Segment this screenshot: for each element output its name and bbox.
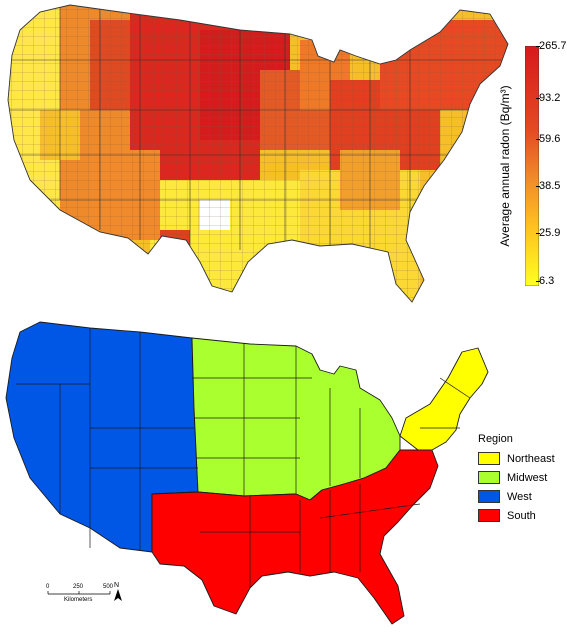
legend-item-northeast: Northeast — [478, 449, 555, 468]
legend-swatch — [478, 471, 500, 484]
scale-unit: Kilometers — [64, 597, 93, 603]
legend-label: West — [507, 490, 532, 503]
legend-label: Midwest — [507, 471, 548, 484]
colorbar-tick-3: 59.6 — [535, 133, 561, 145]
legend-label: Northeast — [507, 452, 555, 465]
legend-label: South — [507, 509, 536, 522]
legend-swatch — [478, 490, 500, 503]
region-legend: Region Northeast Midwest West South — [478, 433, 555, 525]
radon-colorbar — [525, 46, 539, 286]
colorbar-tick-2: 93.2 — [535, 92, 561, 104]
colorbar-tick-4: 38.5 — [535, 180, 561, 192]
scale-tick-500: 500 — [103, 584, 114, 590]
legend-swatch — [478, 452, 500, 465]
scale-tick-0: 0 — [46, 584, 50, 590]
colorbar-tick-6: 6.3 — [535, 275, 555, 287]
colorbar-tick-5: 25.9 — [535, 227, 561, 239]
region-south — [151, 449, 439, 625]
census-region-map — [5, 321, 489, 625]
legend-swatch — [478, 509, 500, 522]
legend-item-west: West — [478, 487, 555, 506]
north-arrow-icon — [114, 589, 122, 601]
north-arrow: N — [114, 582, 122, 601]
scale-tick-250: 250 — [73, 584, 84, 590]
north-label: N — [114, 582, 120, 589]
radon-county-map — [7, 4, 509, 303]
scale-bar-graphic — [47, 591, 111, 595]
legend-item-south: South — [478, 506, 555, 525]
legend-title: Region — [478, 433, 513, 445]
legend-item-midwest: Midwest — [478, 468, 555, 487]
scale-bar: 0 250 500 Kilometers — [40, 584, 130, 614]
colorbar-tick-1: 265.7 — [536, 40, 567, 52]
region-northeast — [399, 347, 489, 451]
